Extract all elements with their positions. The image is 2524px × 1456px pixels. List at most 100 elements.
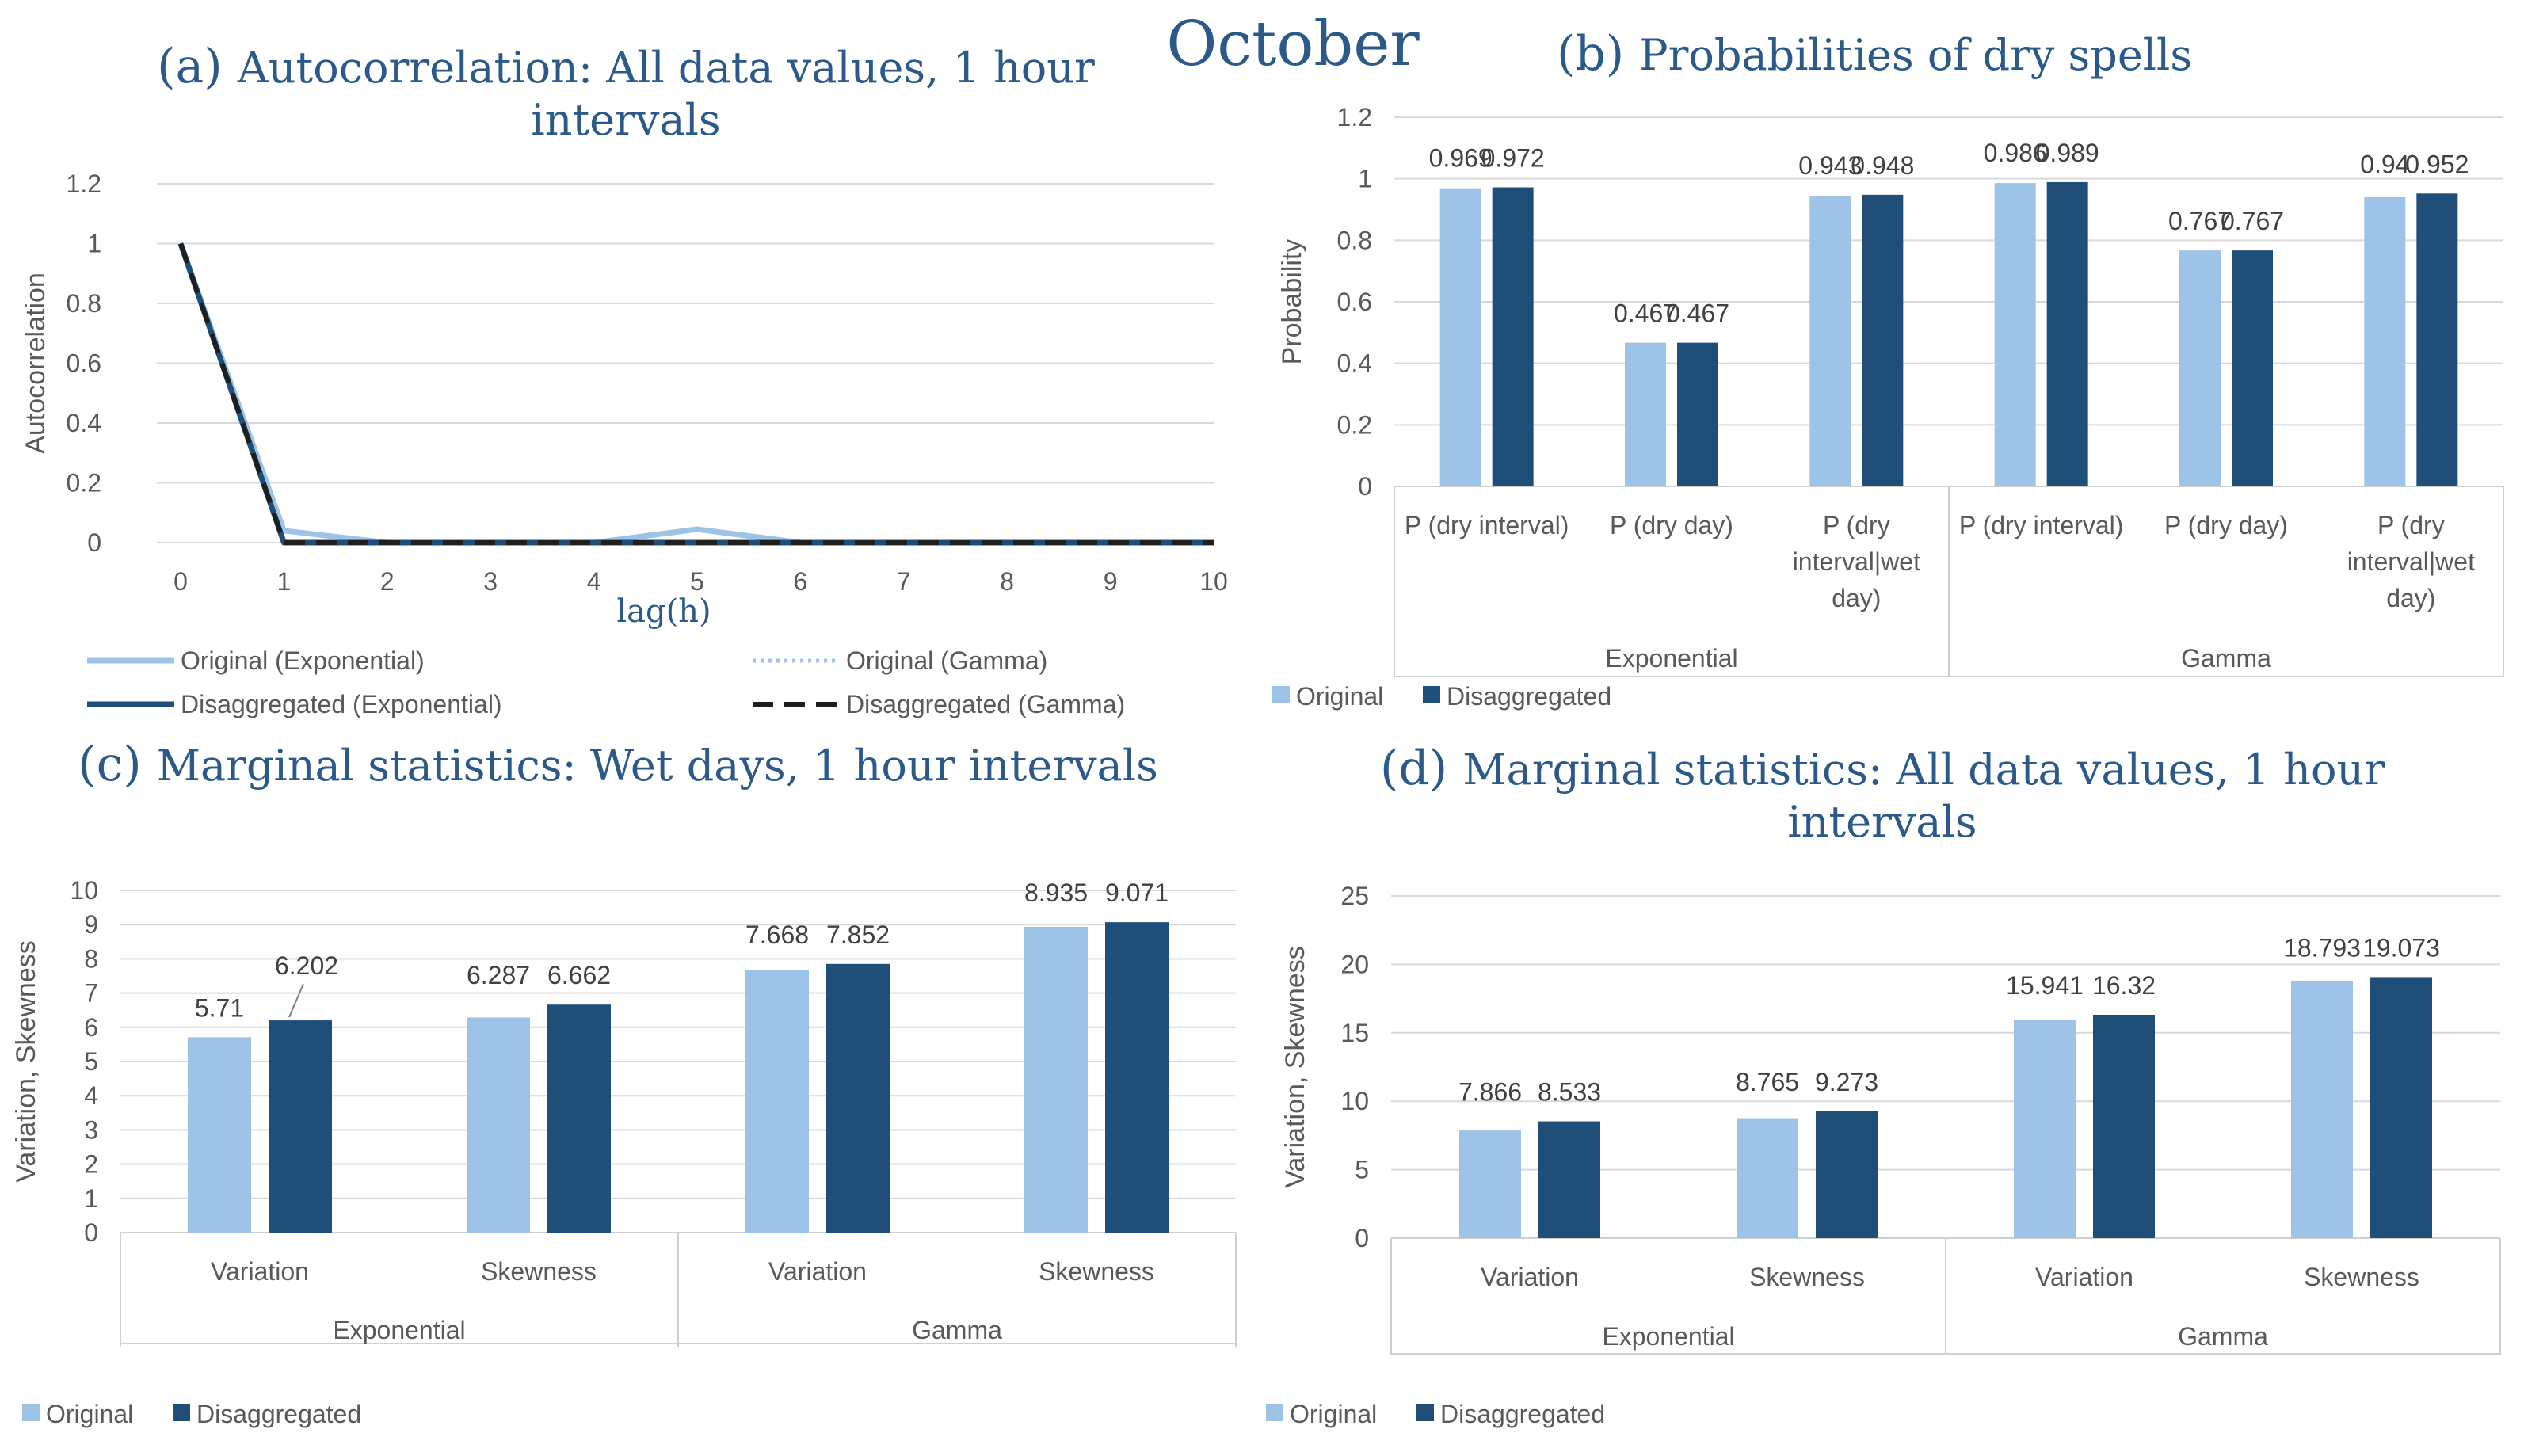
x-tick-label: 9 (1104, 567, 1118, 596)
data-label-leader (288, 983, 304, 1018)
y-tick-label: 0.4 (1337, 349, 1372, 378)
y-tick-label: 25 (1340, 882, 1369, 910)
legend-label: Disaggregated (1440, 1400, 1605, 1428)
y-tick-label: 1.2 (1337, 103, 1372, 131)
legend-label: Disaggregated (196, 1400, 361, 1428)
bar-original (467, 1017, 530, 1233)
chart-title-line: (c) Marginal statistics: Wet days, 1 hou… (78, 737, 1158, 792)
x-tick-label: 6 (794, 567, 808, 596)
y-tick-label: 5 (84, 1047, 98, 1076)
y-tick-label: 7 (84, 979, 98, 1008)
y-tick-label: 10 (70, 876, 98, 905)
y-axis-label: Autocorrelation (21, 273, 51, 454)
bar-original (1625, 342, 1666, 486)
data-label-disaggregated: 0.972 (1481, 144, 1545, 173)
legend-label: Original (46, 1400, 133, 1428)
x-group-label: Gamma (912, 1316, 1002, 1344)
data-label-original: 0.467 (1614, 299, 1677, 328)
y-tick-label: 6 (84, 1013, 98, 1042)
y-tick-label: 3 (84, 1115, 98, 1144)
x-tick-label: 2 (380, 567, 395, 596)
legend-label: Original (Exponential) (181, 646, 425, 675)
data-label-original: 0.94 (2360, 150, 2409, 178)
data-label-original: 5.71 (195, 993, 244, 1022)
x-category-label: P (dry (2377, 511, 2445, 539)
y-tick-label: 9 (84, 910, 98, 939)
x-tick-label: 4 (587, 567, 601, 596)
data-label-original: 0.986 (1984, 139, 2047, 167)
x-group-label: Exponential (1605, 644, 1737, 673)
legend-swatch (1423, 686, 1440, 703)
y-tick-label: 15 (1340, 1019, 1369, 1047)
figure-title: October (1166, 9, 1420, 80)
bar-disaggregated (1492, 187, 1534, 487)
x-category-label: Variation (1481, 1263, 1579, 1291)
x-category-label: interval|wet (1793, 547, 1920, 576)
y-tick-label: 1 (87, 230, 101, 258)
x-tick-label: 1 (277, 567, 292, 596)
bar-disaggregated (1816, 1111, 1878, 1238)
bar-original (1994, 183, 2036, 486)
y-tick-label: 0.6 (1337, 288, 1372, 316)
data-label-original: 0.969 (1429, 144, 1493, 173)
y-axis-label: Variation, Skewness (11, 940, 41, 1183)
x-tick-label: 5 (690, 567, 704, 596)
bar-disaggregated (2046, 181, 2088, 486)
bar-disaggregated (2093, 1014, 2155, 1238)
x-category-label: interval|wet (2347, 547, 2475, 576)
y-tick-label: 0 (1358, 472, 1372, 501)
data-label-disaggregated: 0.767 (2221, 207, 2284, 235)
x-category-label: Skewness (2304, 1263, 2419, 1291)
bar-original (1459, 1130, 1521, 1238)
y-tick-label: 1.2 (67, 170, 101, 198)
data-label-disaggregated: 9.273 (1815, 1068, 1878, 1096)
x-tick-label: 0 (173, 567, 188, 596)
legend-label: Original (1296, 682, 1383, 711)
y-tick-label: 0.2 (67, 469, 101, 497)
bar-original (2291, 981, 2353, 1238)
bar-original (188, 1037, 251, 1233)
bar-disaggregated (826, 963, 890, 1233)
bar-original (745, 970, 809, 1233)
x-category-label: Skewness (1039, 1257, 1154, 1286)
bar-disaggregated (2416, 193, 2458, 486)
y-tick-label: 20 (1340, 950, 1369, 978)
bar-disaggregated (2232, 250, 2273, 486)
y-tick-label: 5 (1355, 1156, 1369, 1184)
bar-disaggregated (2370, 977, 2432, 1238)
bar-original (2014, 1020, 2076, 1238)
data-label-disaggregated: 0.948 (1851, 151, 1914, 180)
series-line-disaggregated-gamma (178, 242, 1214, 545)
data-label-disaggregated: 9.071 (1105, 879, 1169, 907)
data-label-original: 7.668 (745, 920, 809, 949)
y-tick-label: 0.8 (1337, 226, 1372, 254)
legend-swatch (1266, 1404, 1283, 1421)
legend-label: Original (Gamma) (846, 646, 1047, 675)
x-category-label: Skewness (1749, 1263, 1865, 1291)
y-tick-label: 0 (84, 1218, 98, 1247)
bar-original (1439, 188, 1481, 486)
x-category-label: Variation (211, 1257, 309, 1286)
x-tick-label: 7 (897, 567, 911, 596)
series-line-disaggregated-exponential (177, 242, 1214, 546)
y-tick-label: 0 (1355, 1224, 1369, 1252)
x-group-label: Exponential (1602, 1322, 1734, 1351)
x-category-label: Skewness (481, 1257, 597, 1286)
y-axis-label: Probability (1277, 239, 1307, 365)
x-category-label: day) (2386, 584, 2435, 612)
x-tick-label: 3 (483, 567, 498, 596)
chart-title-line: (b) Probabilities of dry spells (1557, 26, 2192, 82)
bar-disaggregated (547, 1004, 611, 1233)
x-category-label: P (dry day) (2164, 511, 2288, 539)
series-line-original-exponential (177, 242, 1214, 546)
x-tick-label: 8 (1000, 567, 1014, 596)
series-line-original-gamma (178, 242, 1214, 545)
bar-disaggregated (1105, 922, 1169, 1233)
x-group-label: Gamma (2181, 644, 2271, 673)
data-label-original: 0.767 (2168, 207, 2232, 235)
chart-title-line: (a) Autocorrelation: All data values, 1 … (157, 39, 1095, 94)
data-label-disaggregated: 0.989 (2036, 139, 2099, 167)
bar-disaggregated (1677, 342, 1718, 486)
panel-d-all-values-marginal-chart: (d) Marginal statistics: All data values… (1266, 741, 2501, 1428)
